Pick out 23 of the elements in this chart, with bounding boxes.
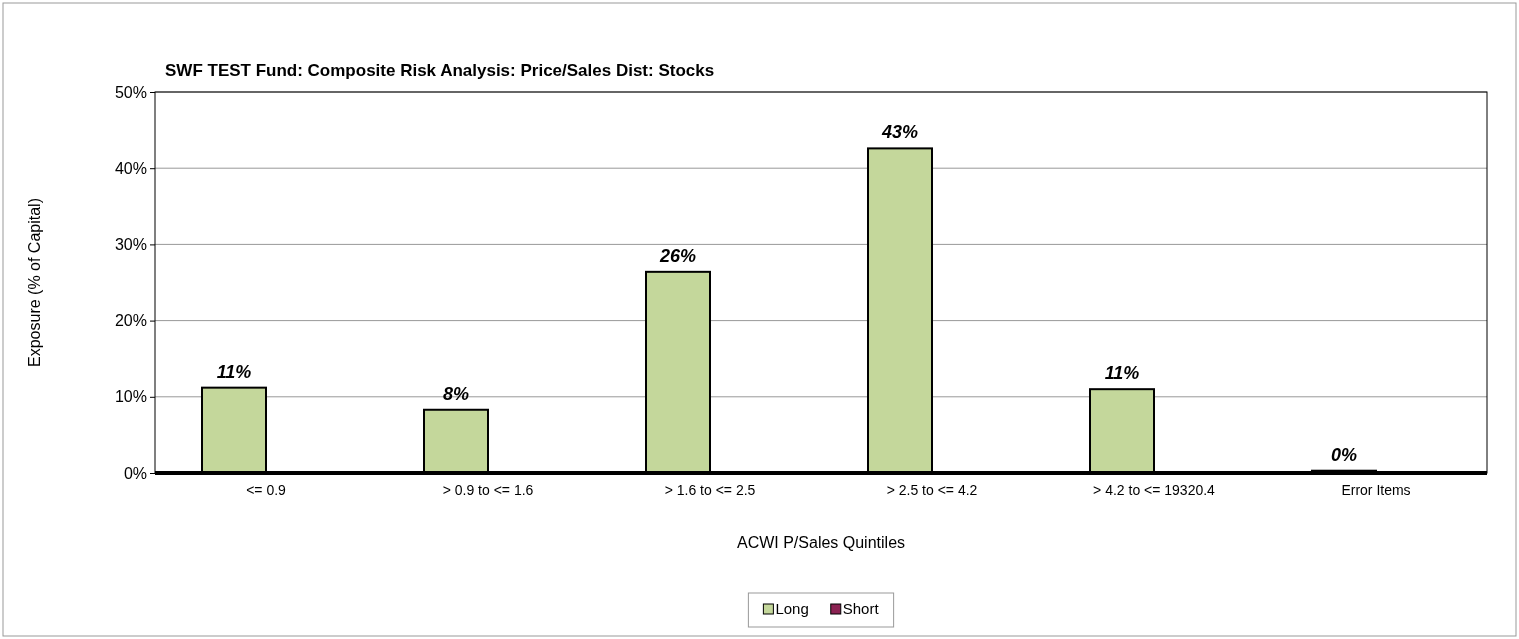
x-tick-label: > 1.6 to <= 2.5: [664, 481, 756, 498]
x-axis-title: ACWI P/Sales Quintiles: [736, 534, 906, 551]
chart-title: SWF TEST Fund: Composite Risk Analysis: Price/Sales Dist: Stocks: [165, 61, 715, 80]
x-tick-label: > 2.5 to <= 4.2: [886, 481, 978, 498]
y-tick-label: 0%: [123, 464, 147, 482]
data-label: 11%: [1104, 363, 1140, 384]
y-tick-label: 10%: [114, 388, 147, 406]
y-tick-label: 40%: [114, 159, 147, 177]
data-label: 0%: [1330, 444, 1358, 465]
data-label: 43%: [880, 122, 919, 143]
x-tick-label: <= 0.9: [246, 481, 287, 498]
data-label: 26%: [658, 245, 697, 266]
legend-label: Short: [842, 600, 880, 617]
y-tick-label: 50%: [114, 83, 147, 101]
x-tick-label: > 0.9 to <= 1.6: [442, 481, 534, 498]
legend-label: Long: [775, 600, 809, 617]
x-tick-label: > 4.2 to <= 19320.4: [1093, 481, 1216, 498]
x-tick-label: Error Items: [1341, 481, 1411, 498]
y-tick-label: 30%: [114, 236, 147, 254]
y-axis-title: Exposure (% of Capital): [26, 198, 43, 367]
data-label: 8%: [442, 383, 470, 404]
data-label: 11%: [216, 361, 252, 382]
y-tick-label: 20%: [114, 312, 147, 330]
